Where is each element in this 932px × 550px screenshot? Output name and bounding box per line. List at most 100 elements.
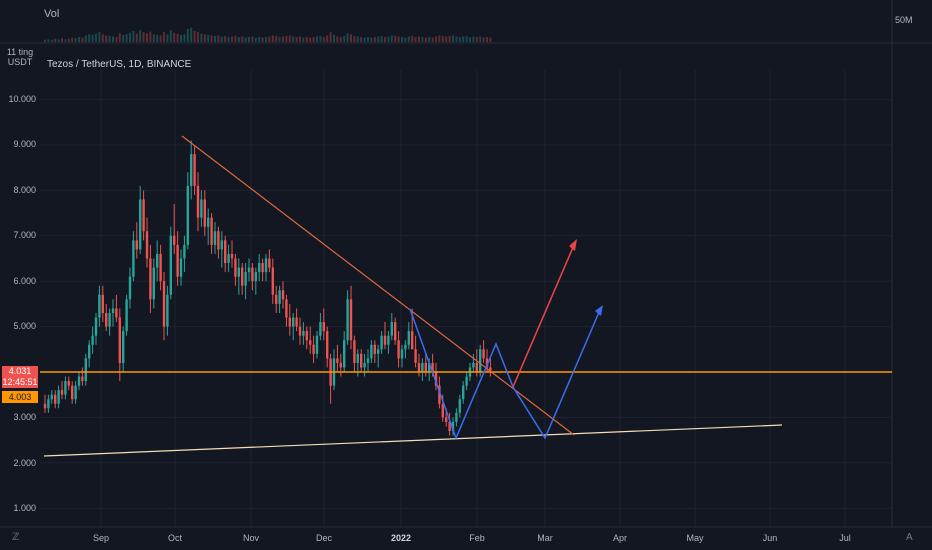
volume-bar: [129, 32, 131, 42]
y-tick-label: 8.000: [13, 185, 36, 195]
volume-bar: [88, 34, 91, 42]
volume-bar: [152, 34, 155, 42]
volume-bar: [61, 38, 63, 42]
volume-bar: [241, 36, 244, 42]
candle-body: [309, 340, 312, 345]
volume-bar: [101, 34, 104, 42]
candle-body: [105, 312, 108, 327]
candle-body: [302, 331, 305, 336]
candle-body: [414, 349, 417, 363]
candle-body: [190, 154, 193, 186]
candle-body: [489, 367, 492, 371]
symbol-title[interactable]: Tezos / TetherUS, 1D, BINANCE: [47, 59, 192, 70]
volume-bar: [455, 36, 458, 42]
volume-bar: [489, 37, 492, 42]
red-arrowhead: [569, 239, 577, 251]
volume-bar: [71, 37, 74, 42]
y-tick-label: 6.000: [13, 276, 36, 286]
candle-body: [411, 331, 414, 350]
volume-bar: [380, 35, 383, 42]
timezone-icon[interactable]: ℤ: [12, 532, 20, 543]
candle-body: [397, 340, 400, 359]
candle-body: [210, 217, 213, 245]
volume-bar: [363, 37, 366, 42]
volume-bar: [190, 27, 193, 42]
candle-body: [115, 308, 118, 318]
volume-bar: [98, 32, 101, 42]
current-price-value: 4.031: [8, 366, 32, 376]
volume-bar: [118, 33, 121, 42]
candle-body: [295, 317, 298, 327]
volume-bar: [421, 37, 424, 42]
candle-body: [183, 244, 186, 259]
volume-bar: [462, 36, 465, 42]
volume-bar: [285, 35, 288, 42]
volume-bar: [227, 37, 230, 42]
volume-bar: [418, 36, 420, 42]
candle-body: [465, 376, 468, 386]
volume-bar: [173, 32, 176, 42]
candle-body: [383, 335, 387, 345]
volume-bar: [84, 35, 87, 42]
y-tick-label: 7.000: [13, 230, 36, 240]
auto-scale-icon[interactable]: A: [906, 532, 913, 543]
candle-body: [448, 421, 451, 432]
volume-bar: [278, 37, 281, 42]
volume-bar: [74, 38, 77, 42]
volume-bar: [316, 36, 318, 42]
volume-bar: [475, 37, 478, 42]
candle-body: [213, 231, 217, 245]
volume-bar: [142, 32, 145, 42]
candle-body: [400, 349, 404, 359]
volume-bar: [295, 37, 298, 42]
volume-bar: [265, 37, 267, 42]
volume-bar: [251, 36, 254, 42]
volume-bar: [169, 30, 172, 42]
volume-bar: [261, 37, 264, 42]
candle-body: [281, 290, 285, 300]
candle-body: [353, 340, 356, 363]
volume-bar: [54, 38, 57, 42]
currency-label[interactable]: 11 ting USDT: [6, 47, 34, 67]
candle-body: [118, 317, 121, 363]
candle-body: [84, 358, 87, 382]
candle-body: [264, 258, 268, 273]
volume-bar: [108, 35, 111, 42]
candles: [43, 140, 492, 436]
projected-path-blue: [409, 308, 601, 441]
candle-body: [162, 281, 166, 327]
candle-body: [407, 331, 410, 345]
current-price-tag: 4.031 12:45:51: [2, 366, 38, 388]
y-tick-label: 3.000: [13, 412, 36, 422]
candle-body: [349, 299, 353, 341]
candle-body: [366, 358, 370, 363]
candle-body: [424, 362, 427, 372]
volume-bar: [176, 33, 179, 42]
candle-body: [241, 267, 244, 286]
candle-body: [343, 340, 346, 368]
volume-bar: [367, 37, 369, 42]
candle-body: [200, 199, 203, 218]
volume-bar: [458, 37, 461, 42]
volume-bar: [438, 35, 441, 42]
candle-body: [135, 240, 138, 250]
volume-bar: [373, 37, 376, 42]
volume-bar: [149, 31, 152, 42]
candle-body: [94, 317, 98, 336]
candle-body: [421, 362, 424, 372]
candle-body: [47, 399, 50, 409]
candle-body: [43, 403, 47, 409]
candle-body: [193, 154, 196, 186]
candle-body: [203, 199, 206, 227]
volume-bar: [67, 38, 70, 42]
volume-bar: [44, 39, 46, 42]
volume-bar: [197, 32, 199, 42]
volume-bar: [360, 37, 363, 42]
volume-bars: [44, 27, 492, 42]
currency-label-top: 11 ting: [6, 47, 34, 57]
candle-body: [417, 362, 421, 372]
volume-bar: [122, 34, 125, 42]
candle-body: [166, 294, 169, 327]
